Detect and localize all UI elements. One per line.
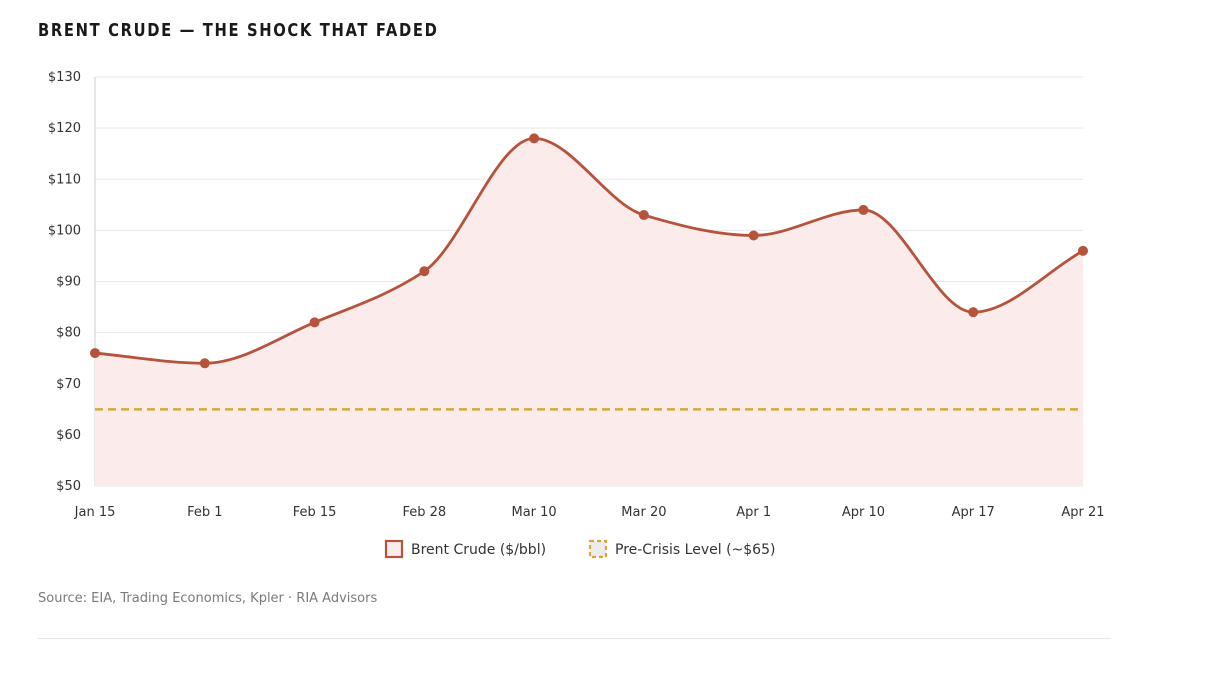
y-tick-label: $110 xyxy=(48,172,81,187)
x-axis-ticks: Jan 15 Feb 1 Feb 15 Feb 28 Mar 10 Mar 20 Apr 1… xyxy=(74,505,1105,520)
brent-line xyxy=(93,136,1085,365)
x-tick-label: Feb 15 xyxy=(293,505,337,520)
series-line-layer xyxy=(93,136,1085,365)
legend-item-brent[interactable]: Brent Crude ($/bbl) xyxy=(384,539,546,559)
y-tick-label: $80 xyxy=(56,326,81,341)
source-note: Source: EIA, Trading Economics, Kpler · … xyxy=(38,591,378,606)
brent-data-point[interactable] xyxy=(419,266,430,277)
y-tick-label: $100 xyxy=(48,223,81,238)
brent-data-point[interactable] xyxy=(1078,245,1088,256)
brent-data-point[interactable] xyxy=(638,210,649,221)
y-tick-label: $60 xyxy=(56,428,81,443)
x-tick-label: Mar 20 xyxy=(621,505,666,520)
x-tick-label: Jan 15 xyxy=(74,505,116,520)
x-tick-label: Mar 10 xyxy=(512,505,557,520)
y-tick-label: $90 xyxy=(56,275,81,290)
brent-data-point[interactable] xyxy=(968,307,979,318)
legend-item-pre-crisis[interactable]: Pre-Crisis Level (~$65) xyxy=(588,539,775,559)
brent-data-point[interactable] xyxy=(199,358,210,369)
legend-label-brent: Brent Crude ($/bbl) xyxy=(411,542,546,558)
legend-swatch-pre-crisis xyxy=(588,539,608,559)
x-tick-label: Feb 28 xyxy=(402,505,446,520)
legend: Brent Crude ($/bbl) Pre-Crisis Level (~$6… xyxy=(384,539,775,559)
chart-canvas: $50 $60 $70 $80 $90 $100 $110 $120 $130 Jan 15 Fe… xyxy=(48,70,1105,559)
series-area xyxy=(95,138,1083,486)
brent-data-point[interactable] xyxy=(529,133,540,144)
legend-label-pre-crisis: Pre-Crisis Level (~$65) xyxy=(615,542,775,558)
series-points xyxy=(90,133,1088,369)
y-axis-ticks: $50 $60 $70 $80 $90 $100 $110 $120 $130 xyxy=(48,70,81,494)
brent-data-point[interactable] xyxy=(748,230,759,241)
brent-data-point[interactable] xyxy=(858,204,869,215)
divider xyxy=(38,638,1111,639)
y-tick-label: $130 xyxy=(48,70,81,85)
y-tick-label: $70 xyxy=(56,377,81,392)
x-tick-label: Apr 1 xyxy=(736,505,771,520)
brent-data-point[interactable] xyxy=(309,317,320,328)
x-tick-label: Apr 21 xyxy=(1061,505,1104,520)
x-tick-label: Apr 10 xyxy=(842,505,885,520)
brent-data-point[interactable] xyxy=(90,348,100,359)
x-tick-label: Apr 17 xyxy=(952,505,995,520)
brent-area-fill xyxy=(95,138,1083,486)
legend-swatch-brent xyxy=(384,539,404,559)
y-tick-label: $50 xyxy=(56,479,81,494)
chart-title: BRENT CRUDE — THE SHOCK THAT FADED xyxy=(38,20,439,41)
x-tick-label: Feb 1 xyxy=(187,505,222,520)
y-tick-label: $120 xyxy=(48,121,81,136)
